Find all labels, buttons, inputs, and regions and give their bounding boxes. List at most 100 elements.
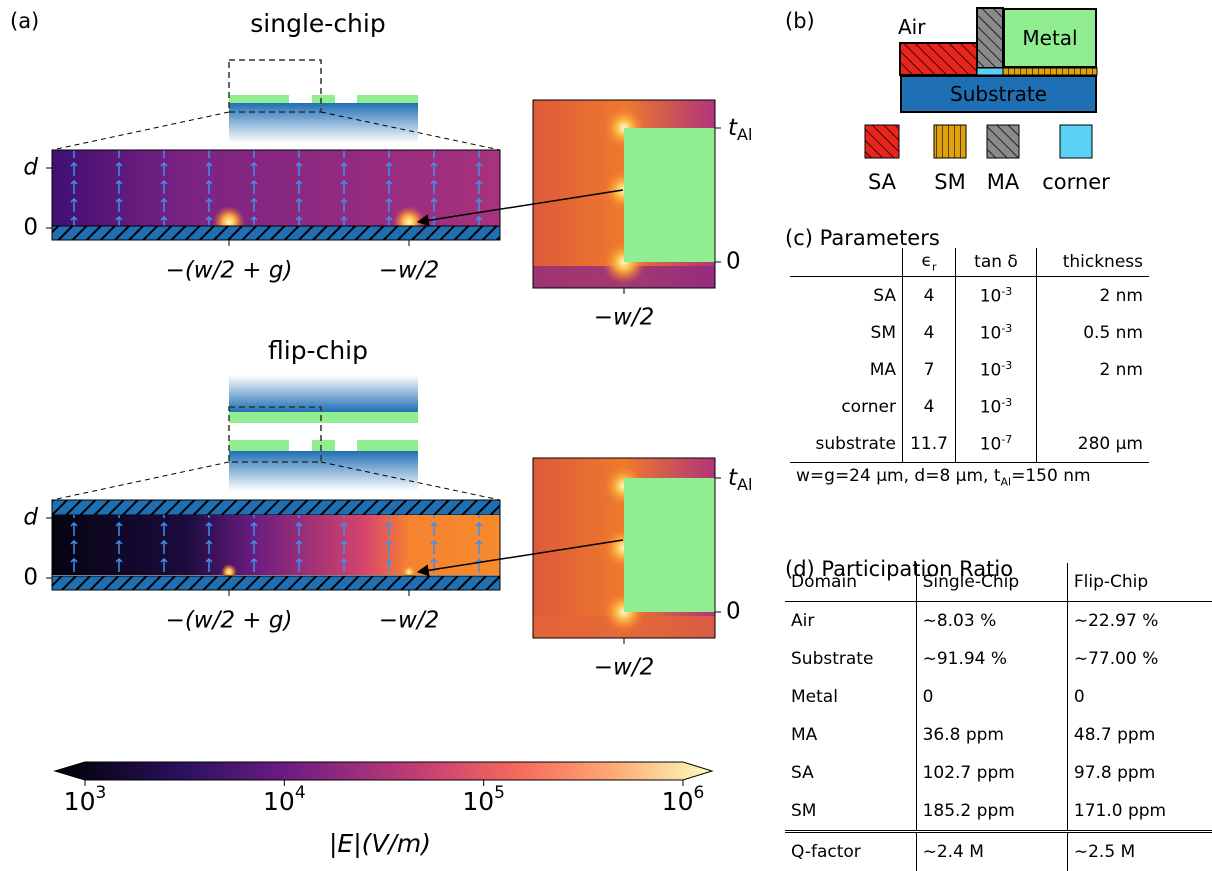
- metal-strip: [357, 440, 418, 451]
- header-cell: ϵr: [903, 248, 956, 277]
- field-arrows: [52, 515, 500, 575]
- legend-label: SA: [868, 170, 897, 194]
- cell: 185.2 ppm: [916, 792, 1067, 832]
- metal-strip: [229, 412, 418, 423]
- legend-label: SM: [934, 170, 965, 194]
- panel-label: (a): [10, 9, 39, 33]
- cell: 10-3: [956, 277, 1037, 315]
- note-text: w=g=24 μm, d=8 μm, t: [796, 466, 1001, 486]
- x-tick-label: −(w/2 + g): [166, 608, 293, 634]
- cell: 0: [916, 678, 1067, 716]
- sm-layer: [1003, 68, 1097, 75]
- header-cell: Domain: [785, 563, 916, 602]
- base: 10: [980, 434, 1002, 454]
- hatch: [52, 226, 500, 240]
- hatch: [52, 500, 500, 515]
- cell: ∼77.00 %: [1067, 640, 1212, 678]
- metal-block: Metal: [1003, 8, 1097, 68]
- y-tick-label: tAl: [728, 465, 752, 494]
- cell: 2 nm: [1037, 351, 1150, 388]
- substrate: [229, 451, 418, 491]
- cell: 10-3: [956, 314, 1037, 351]
- cell: 4: [903, 277, 956, 315]
- tick-base: 10: [662, 787, 694, 816]
- metal: [624, 478, 715, 612]
- cell: Metal: [785, 678, 916, 716]
- y-tick-label: 0: [23, 565, 38, 591]
- metal-strip: [312, 95, 335, 103]
- figure: (a) (b) single-chipd0−(w/2 + g)−w/2tAl0−…: [0, 0, 1212, 871]
- header-sub: r: [932, 260, 937, 273]
- cell: ∼8.03 %: [916, 602, 1067, 641]
- x-tick-label: −(w/2 + g): [166, 258, 293, 284]
- exp: -7: [1001, 433, 1012, 446]
- label-sub: Al: [737, 475, 752, 494]
- cell: 4: [903, 388, 956, 425]
- base: 10: [980, 360, 1002, 380]
- subplot-title: single-chip: [250, 9, 385, 38]
- corner-layer: [977, 68, 1003, 75]
- tick-exponent: 4: [295, 783, 306, 803]
- cell: SM: [785, 792, 916, 832]
- row: SM185.2 ppm171.0 ppm: [785, 792, 1212, 832]
- legend-swatch: [865, 125, 899, 158]
- cell: 36.8 ppm: [916, 716, 1067, 754]
- metal-strip: [229, 440, 289, 451]
- note-row: w=g=24 μm, d=8 μm, tAl=150 nm: [790, 463, 1149, 492]
- cell: substrate: [790, 425, 903, 463]
- metal-strip: [312, 440, 335, 451]
- cell: SM: [790, 314, 903, 351]
- cell: 7: [903, 351, 956, 388]
- cell: ∼91.94 %: [916, 640, 1067, 678]
- header-cell: Flip-Chip: [1067, 563, 1212, 602]
- metal-strip: [229, 95, 289, 103]
- base: 10: [980, 397, 1002, 417]
- cell: 48.7 ppm: [1067, 716, 1212, 754]
- q-row: Q-factor∼2.4 M∼2.5 M: [785, 832, 1212, 871]
- colorbar: 103104105106|E|(V/m): [55, 762, 712, 858]
- zoom-line: [52, 112, 229, 150]
- y-tick-label: tAl: [728, 115, 752, 144]
- y-tick-label: 0: [726, 249, 741, 275]
- colorbar-label: |E|(V/m): [329, 829, 431, 858]
- legend-label: MA: [987, 170, 1020, 194]
- header-cell: tan δ: [956, 248, 1037, 277]
- header-main: ϵ: [922, 251, 932, 271]
- field-arrows: [52, 150, 500, 226]
- exp: -3: [1001, 285, 1012, 298]
- panel-title: (c) Parameters: [785, 226, 940, 250]
- tick-base: 10: [263, 787, 295, 816]
- substrate: [229, 103, 418, 143]
- cell: 4: [903, 314, 956, 351]
- row: Substrate∼91.94 %∼77.00 %: [785, 640, 1212, 678]
- zoom-line: [52, 462, 229, 500]
- cell: MA: [790, 351, 903, 388]
- cell: corner: [790, 388, 903, 425]
- air-label: Air: [898, 10, 968, 43]
- parameters-table: ϵrtan δthicknessSA410-32 nmSM410-30.5 nm…: [790, 248, 1149, 491]
- cell: Air: [785, 602, 916, 641]
- y-tick-label: 0: [23, 215, 38, 241]
- cell: 10-3: [956, 351, 1037, 388]
- cell: 0: [1067, 678, 1212, 716]
- cell: ∼2.4 M: [916, 832, 1067, 871]
- x-tick-label: −w/2: [379, 608, 439, 634]
- colorbar-tick-label: 103: [64, 783, 107, 816]
- metal-strip: [357, 95, 418, 103]
- label-sub: Al: [737, 125, 752, 144]
- exp: -3: [1001, 359, 1012, 372]
- base: 10: [980, 323, 1002, 343]
- row: substrate11.710-7280 μm: [790, 425, 1149, 463]
- header-cell: [790, 248, 903, 277]
- tick-exponent: 3: [95, 783, 106, 803]
- legend-swatch: [1060, 125, 1092, 158]
- cell: 10-7: [956, 425, 1037, 463]
- top-substrate: [229, 375, 418, 412]
